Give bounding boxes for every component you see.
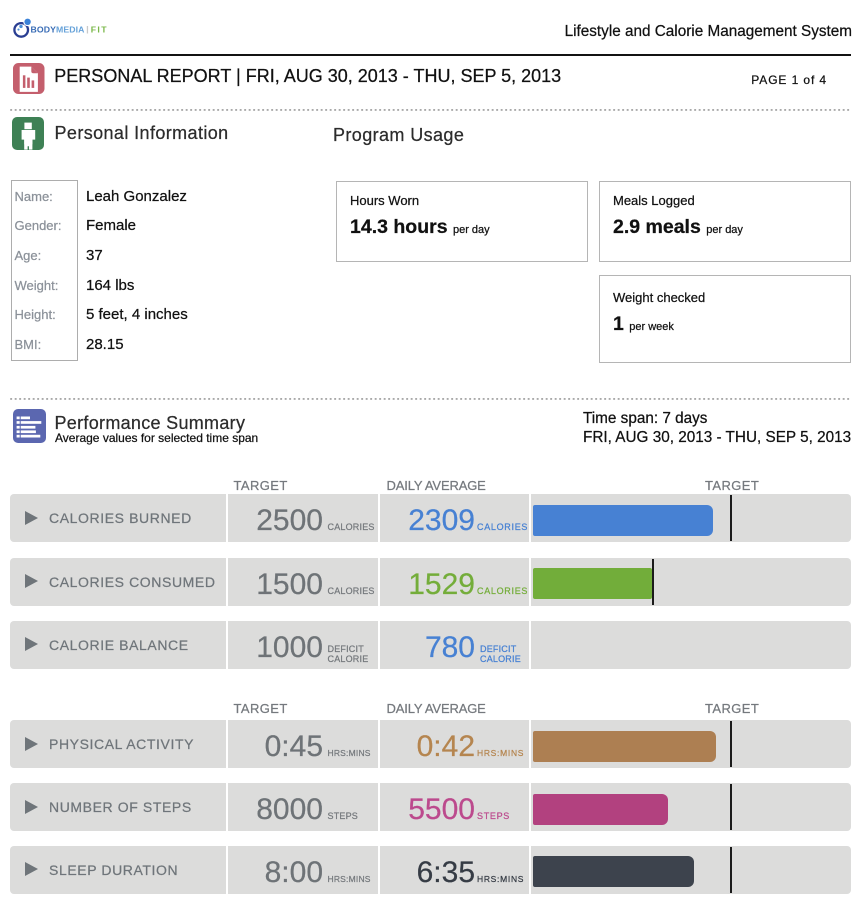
svg-text:FIT: FIT bbox=[91, 25, 108, 35]
svg-text:BODYMEDIA: BODYMEDIA bbox=[31, 25, 86, 35]
